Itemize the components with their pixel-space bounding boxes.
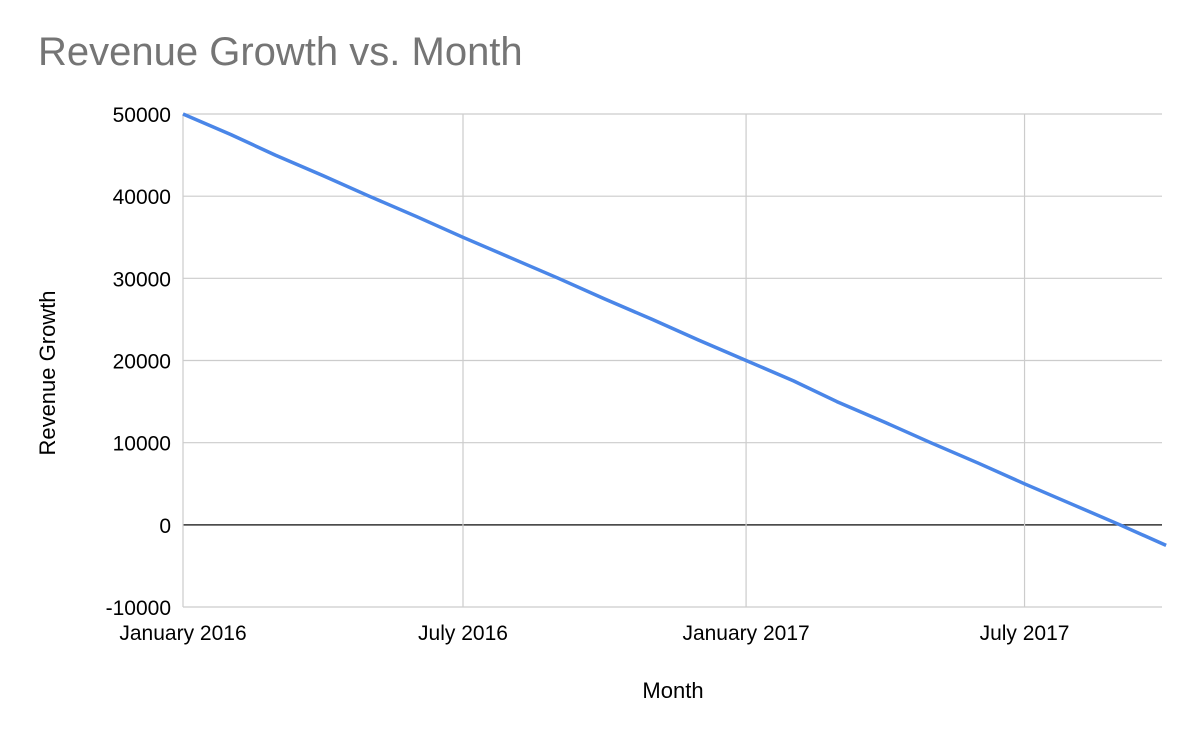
y-tick-label: 20000 xyxy=(113,351,171,374)
revenue-growth-line xyxy=(182,112,1167,547)
y-tick-label: 0 xyxy=(159,515,171,538)
x-tick-label: July 2017 xyxy=(980,622,1070,645)
y-tick-label: 10000 xyxy=(113,433,171,456)
y-tick-label: 50000 xyxy=(113,104,171,127)
x-axis-label: Month xyxy=(642,678,704,703)
y-tick-label: 40000 xyxy=(113,186,171,209)
y-tick-label: 30000 xyxy=(113,268,171,291)
x-tick-label: July 2016 xyxy=(418,622,508,645)
x-tick-label: January 2016 xyxy=(119,622,246,645)
x-tick-label: January 2017 xyxy=(682,622,809,645)
y-tick-label: -10000 xyxy=(106,597,171,620)
chart-title: Revenue Growth vs. Month xyxy=(38,30,523,74)
